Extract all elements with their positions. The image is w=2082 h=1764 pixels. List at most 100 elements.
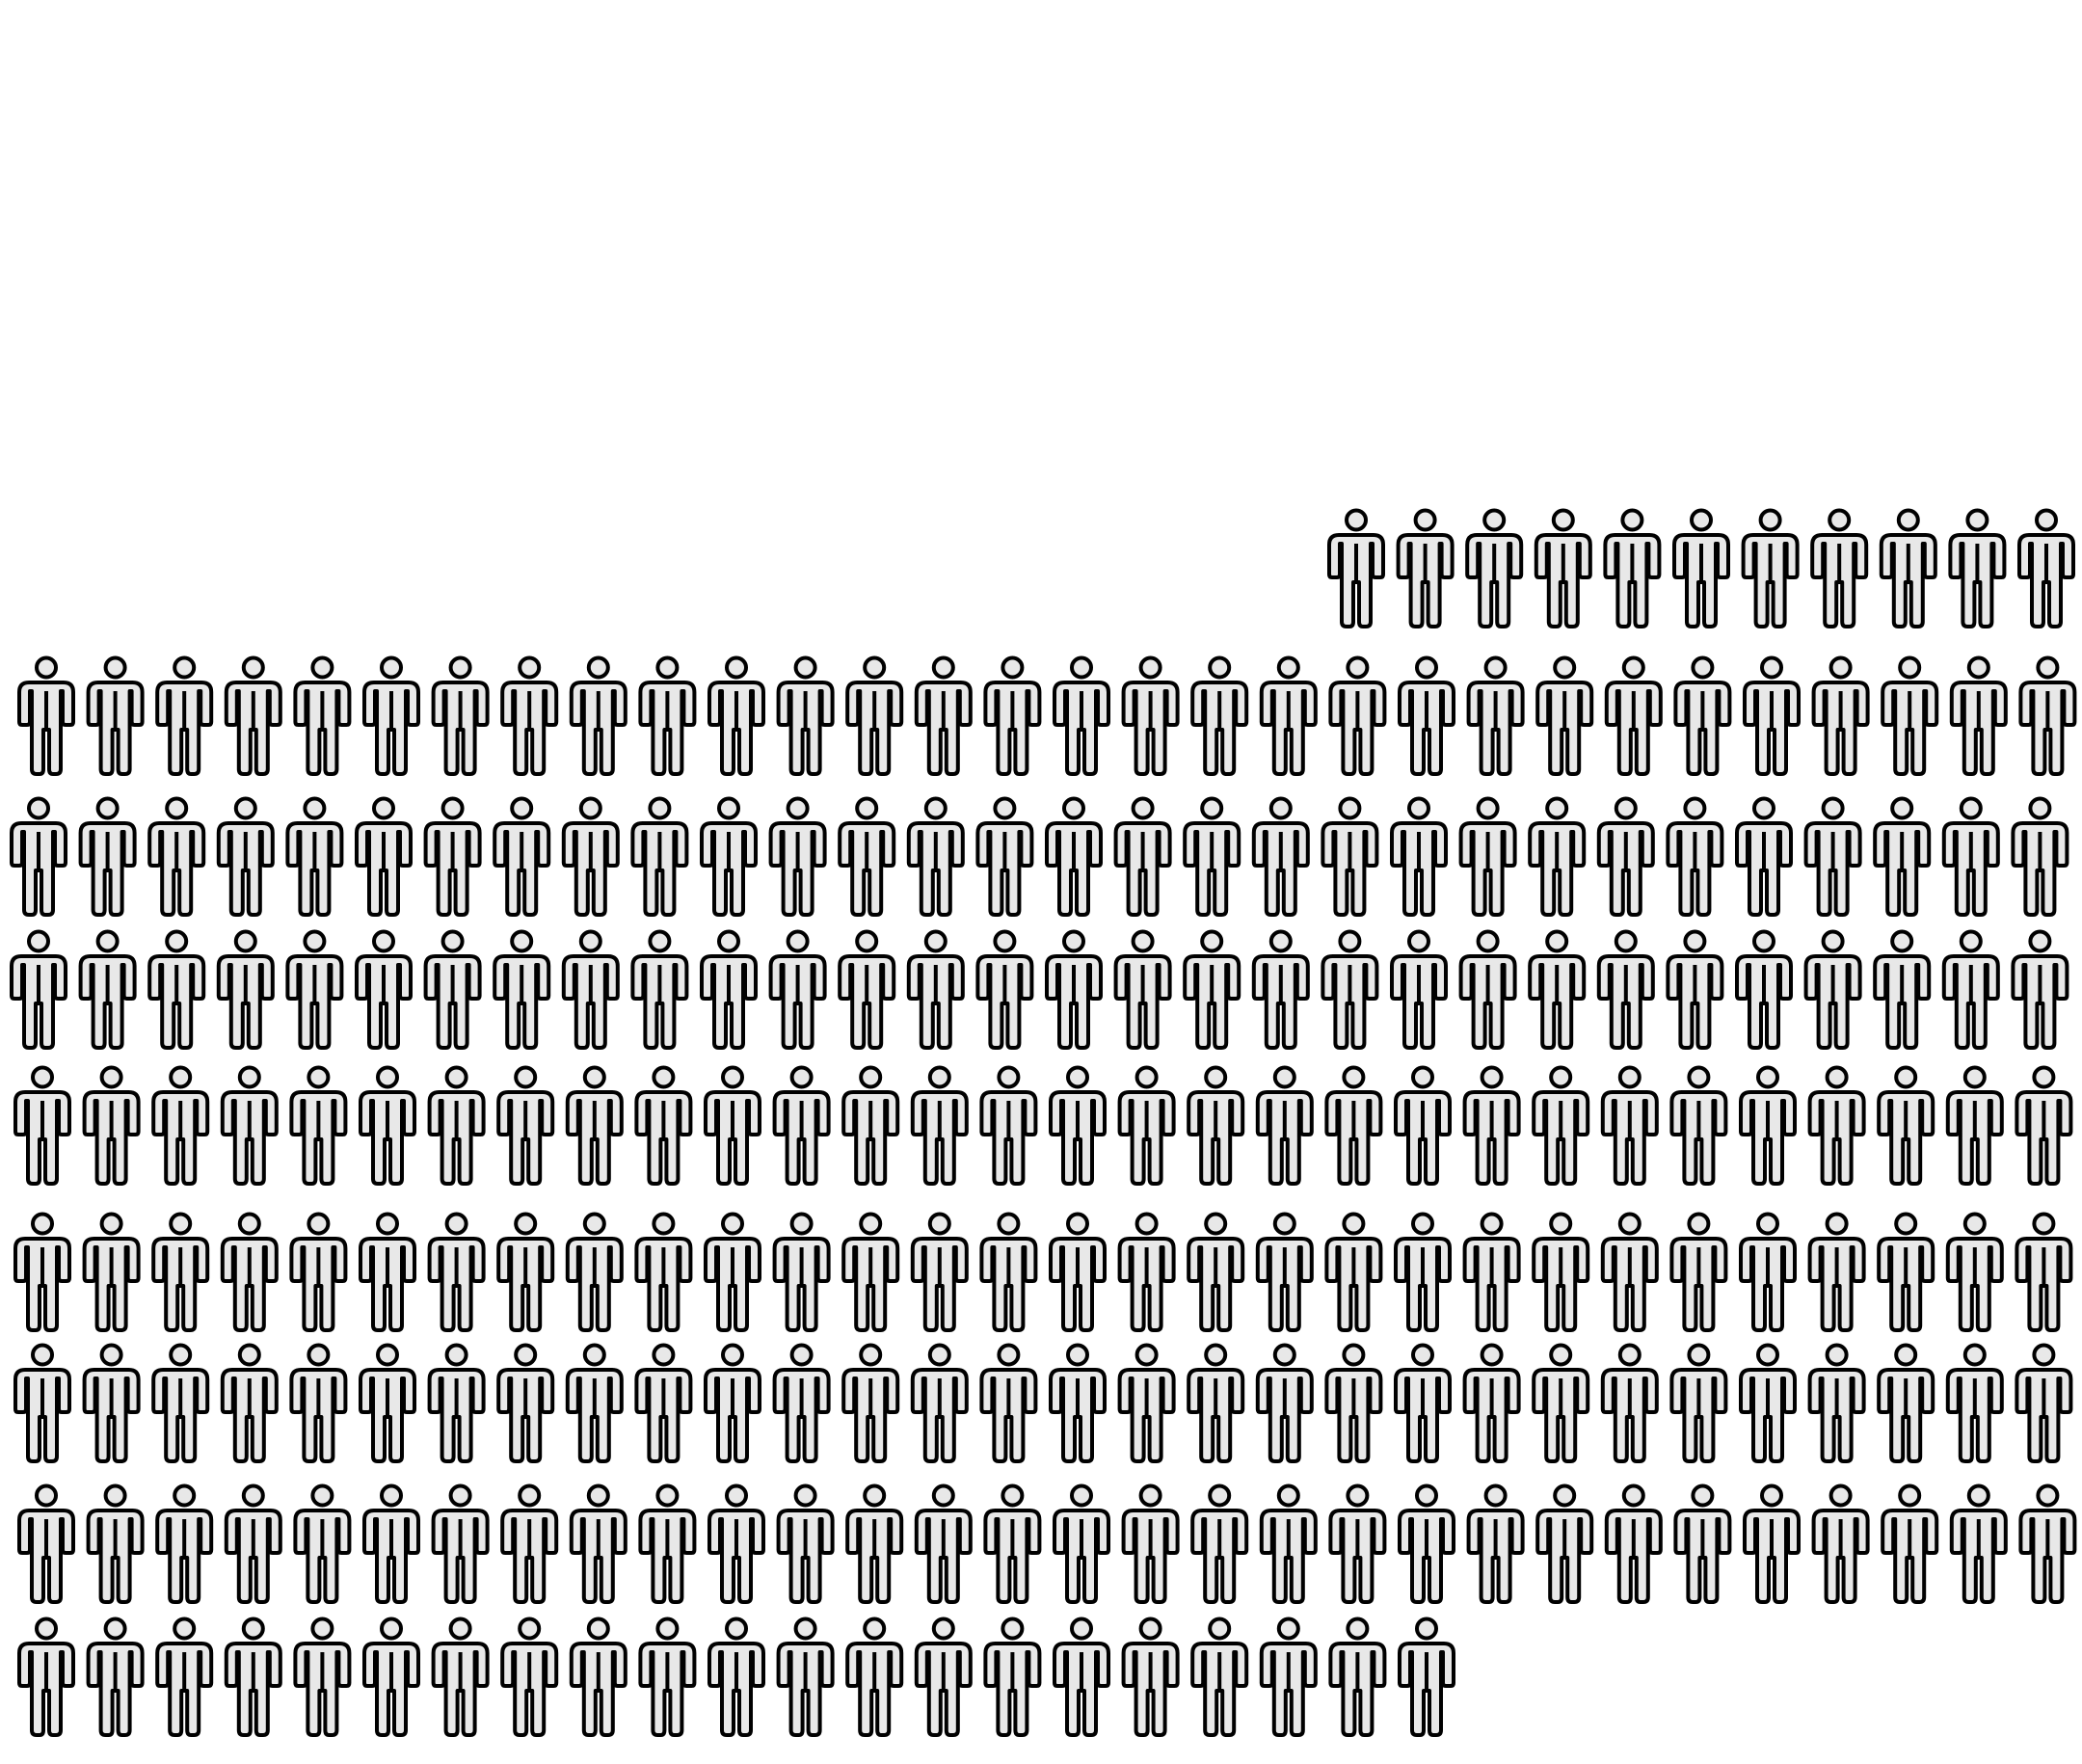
- person-icon: [1669, 1212, 1728, 1332]
- person-icon: [82, 1343, 141, 1463]
- person-icon: [1187, 1065, 1245, 1186]
- person-icon: [634, 1065, 693, 1186]
- person-icon: [1190, 1617, 1249, 1737]
- person-icon: [845, 655, 904, 776]
- person-icon: [975, 929, 1034, 1050]
- person-icon: [1049, 1343, 1107, 1463]
- person-icon: [1528, 929, 1587, 1050]
- person-icon: [979, 1212, 1038, 1332]
- person-icon: [427, 1212, 486, 1332]
- person-icon: [1596, 796, 1655, 917]
- person-icon: [707, 1617, 765, 1737]
- person-icon: [1466, 1483, 1525, 1604]
- person-icon: [772, 1212, 831, 1332]
- person-icon: [1396, 508, 1455, 628]
- person-icon: [914, 1483, 973, 1604]
- person-icon: [1394, 1065, 1452, 1186]
- person-icon: [423, 796, 482, 917]
- person-icon: [569, 1483, 627, 1604]
- person-icon: [1259, 1617, 1318, 1737]
- person-icon: [983, 655, 1042, 776]
- icons-layer: [10, 508, 2077, 1737]
- person-icon: [216, 796, 275, 917]
- person-icon: [2011, 929, 2069, 1050]
- person-icon: [841, 1212, 900, 1332]
- person-icon: [1881, 1483, 1939, 1604]
- person-icon: [1877, 1212, 1935, 1332]
- person-icon: [493, 796, 551, 917]
- person-icon: [500, 1483, 559, 1604]
- person-icon: [1183, 796, 1241, 917]
- person-icon: [1948, 508, 2007, 628]
- person-icon: [1121, 1617, 1180, 1737]
- person-icon: [1187, 1343, 1245, 1463]
- person-icon: [914, 655, 973, 776]
- person-icon: [1803, 796, 1862, 917]
- person-icon: [1669, 1343, 1728, 1463]
- person-icon: [10, 796, 67, 917]
- person-icon: [500, 655, 559, 776]
- person-icon: [569, 1617, 627, 1737]
- person-icon: [704, 1065, 761, 1186]
- person-icon: [841, 1065, 900, 1186]
- person-icon: [1949, 655, 2008, 776]
- person-icon: [293, 1483, 352, 1604]
- person-icon: [1465, 508, 1524, 628]
- person-icon: [979, 1343, 1038, 1463]
- person-icon: [1945, 1343, 2004, 1463]
- person-icon: [565, 1065, 624, 1186]
- person-icon: [1321, 796, 1379, 917]
- person-icon: [1741, 508, 1800, 628]
- person-icon: [1053, 1617, 1110, 1737]
- person-icon: [155, 1617, 214, 1737]
- person-icon: [565, 1212, 624, 1332]
- person-icon: [1117, 1065, 1176, 1186]
- person-icon: [1324, 1343, 1383, 1463]
- person-icon: [1462, 1065, 1521, 1186]
- person-icon: [147, 796, 206, 917]
- person-icon: [1462, 1343, 1521, 1463]
- person-icon: [910, 1343, 969, 1463]
- person-icon: [1604, 1483, 1663, 1604]
- person-icon: [1669, 1065, 1728, 1186]
- person-icon: [1255, 1065, 1314, 1186]
- person-icon: [86, 655, 145, 776]
- person-icon: [431, 1483, 490, 1604]
- person-icon: [707, 655, 765, 776]
- person-icon: [1113, 929, 1172, 1050]
- person-icon: [1735, 929, 1793, 1050]
- person-icon: [362, 1483, 420, 1604]
- person-icon: [1113, 796, 1172, 917]
- person-icon: [285, 796, 344, 917]
- person-icon: [1053, 1483, 1110, 1604]
- person-icon: [1187, 1212, 1245, 1332]
- person-icon: [638, 1617, 697, 1737]
- person-icon: [700, 929, 758, 1050]
- person-icon: [841, 1343, 900, 1463]
- person-icon: [1807, 1212, 1866, 1332]
- person-icon: [1324, 1212, 1383, 1332]
- person-icon: [569, 655, 627, 776]
- person-icon: [1666, 796, 1724, 917]
- person-icon: [1873, 796, 1932, 917]
- person-icon: [1259, 655, 1318, 776]
- person-icon: [151, 1212, 210, 1332]
- person-icon: [2018, 655, 2077, 776]
- person-icon: [1739, 1212, 1797, 1332]
- person-icon: [2017, 508, 2075, 628]
- person-icon: [86, 1483, 145, 1604]
- person-icon: [78, 796, 137, 917]
- person-icon: [707, 1483, 765, 1604]
- person-icon: [845, 1483, 904, 1604]
- person-icon: [82, 1212, 141, 1332]
- person-icon: [1328, 655, 1387, 776]
- person-icon: [1596, 929, 1655, 1050]
- person-icon: [1528, 796, 1587, 917]
- person-icon: [1941, 929, 2000, 1050]
- person-icon: [1600, 1065, 1659, 1186]
- person-icon: [17, 655, 75, 776]
- person-icon: [1462, 1212, 1521, 1332]
- person-icon: [561, 929, 620, 1050]
- person-icon: [155, 655, 214, 776]
- person-icon: [704, 1343, 761, 1463]
